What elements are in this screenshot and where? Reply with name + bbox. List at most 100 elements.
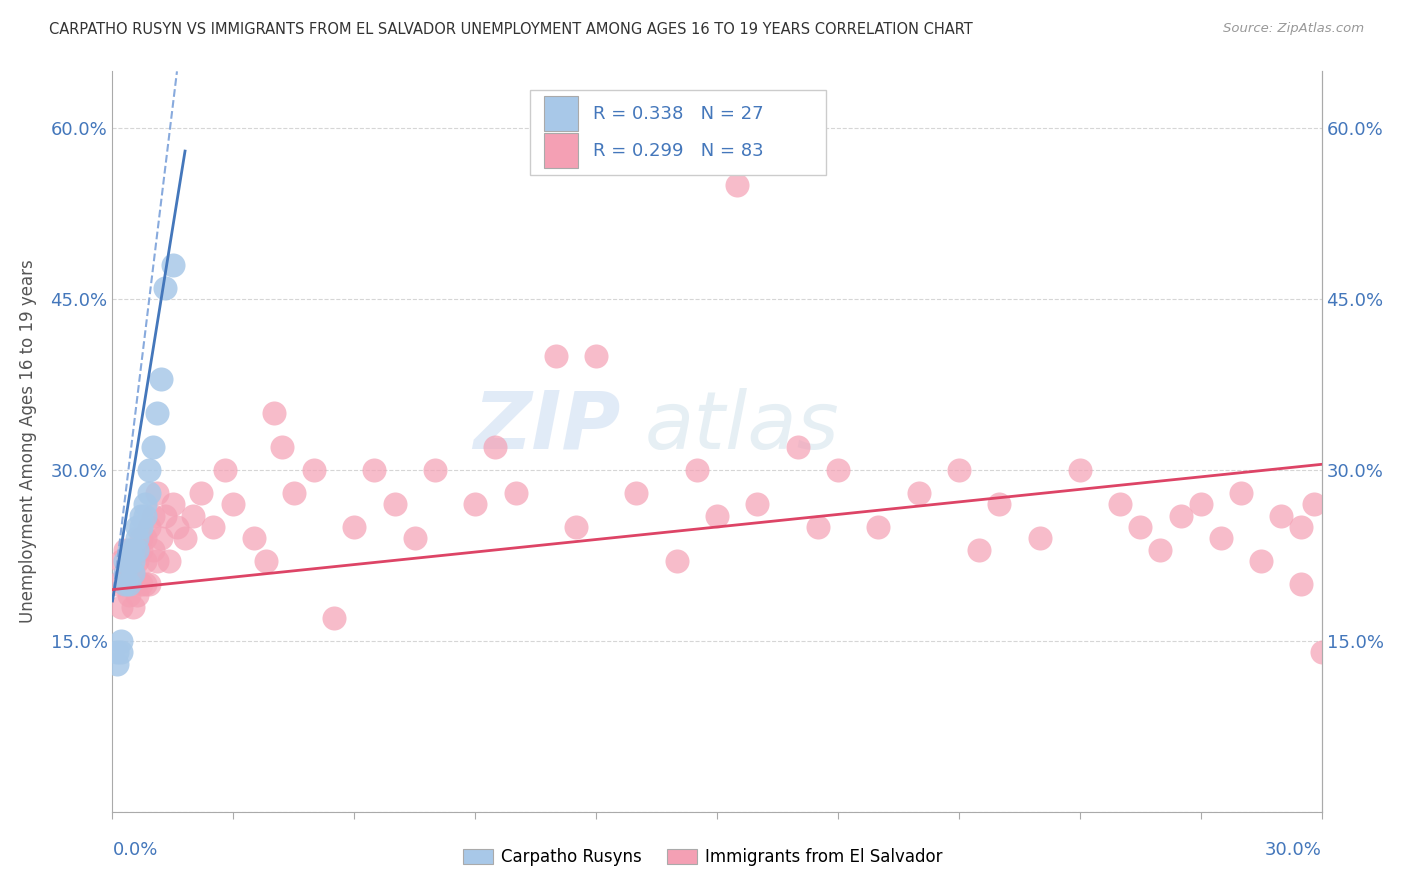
Point xyxy=(868,520,890,534)
FancyBboxPatch shape xyxy=(530,90,825,175)
Point xyxy=(283,485,305,500)
Point xyxy=(270,440,292,454)
Point xyxy=(110,554,132,568)
Point xyxy=(1270,508,1292,523)
Point xyxy=(114,577,136,591)
Point xyxy=(121,542,143,557)
Point xyxy=(146,554,169,568)
Point xyxy=(747,497,769,511)
Point xyxy=(242,532,264,546)
Point xyxy=(129,542,152,557)
Point xyxy=(142,508,165,523)
Point xyxy=(1028,532,1050,546)
Point xyxy=(134,532,156,546)
Point xyxy=(138,463,160,477)
Text: atlas: atlas xyxy=(644,388,839,466)
Point xyxy=(585,349,607,363)
Point xyxy=(544,349,567,363)
Point xyxy=(114,577,136,591)
Point xyxy=(1291,520,1313,534)
Point xyxy=(146,406,169,420)
Point xyxy=(181,508,204,523)
Point xyxy=(1189,497,1212,511)
FancyBboxPatch shape xyxy=(544,133,578,169)
Point xyxy=(149,372,172,386)
Point xyxy=(1109,497,1132,511)
Point xyxy=(149,532,172,546)
Point xyxy=(404,532,426,546)
Point xyxy=(125,532,148,546)
Point xyxy=(967,542,990,557)
Point xyxy=(1129,520,1152,534)
Point xyxy=(565,520,588,534)
Point xyxy=(117,554,139,568)
Point xyxy=(384,497,406,511)
Point xyxy=(117,554,139,568)
Point xyxy=(907,485,929,500)
Point xyxy=(110,645,132,659)
Point xyxy=(153,508,176,523)
Point xyxy=(254,554,277,568)
Text: R = 0.338   N = 27: R = 0.338 N = 27 xyxy=(592,104,763,122)
Point xyxy=(105,657,128,671)
Point xyxy=(121,566,143,580)
Point xyxy=(105,645,128,659)
Point xyxy=(302,463,325,477)
Point xyxy=(988,497,1011,511)
Point xyxy=(114,566,136,580)
Point xyxy=(110,633,132,648)
Point xyxy=(827,463,849,477)
Point xyxy=(214,463,236,477)
Point xyxy=(121,566,143,580)
Point xyxy=(263,406,285,420)
Point xyxy=(125,542,148,557)
Point xyxy=(114,554,136,568)
Point xyxy=(117,577,139,591)
Point xyxy=(1302,497,1324,511)
Point xyxy=(153,281,176,295)
Point xyxy=(110,599,132,614)
Point xyxy=(134,497,156,511)
Point xyxy=(190,485,212,500)
Point xyxy=(1291,577,1313,591)
Point xyxy=(222,497,245,511)
Point xyxy=(786,440,808,454)
Point xyxy=(125,588,148,602)
Point xyxy=(114,566,136,580)
Point xyxy=(626,485,648,500)
Point xyxy=(665,554,688,568)
Point xyxy=(134,577,156,591)
Point xyxy=(1069,463,1091,477)
Point xyxy=(138,485,160,500)
Point xyxy=(105,577,128,591)
Point xyxy=(129,532,152,546)
Point xyxy=(363,463,385,477)
Text: 0.0%: 0.0% xyxy=(112,841,157,859)
Point xyxy=(134,508,156,523)
Point xyxy=(1209,532,1232,546)
Point xyxy=(1149,542,1171,557)
Point xyxy=(1170,508,1192,523)
Point xyxy=(725,178,748,193)
Point xyxy=(1250,554,1272,568)
Point xyxy=(138,577,160,591)
Point xyxy=(138,520,160,534)
Point xyxy=(129,577,152,591)
Point xyxy=(142,542,165,557)
Point xyxy=(117,542,139,557)
Point xyxy=(117,588,139,602)
Point xyxy=(423,463,446,477)
FancyBboxPatch shape xyxy=(544,95,578,131)
Y-axis label: Unemployment Among Ages 16 to 19 years: Unemployment Among Ages 16 to 19 years xyxy=(18,260,37,624)
Text: R = 0.299   N = 83: R = 0.299 N = 83 xyxy=(592,142,763,160)
Text: ZIP: ZIP xyxy=(472,388,620,466)
Text: CARPATHO RUSYN VS IMMIGRANTS FROM EL SALVADOR UNEMPLOYMENT AMONG AGES 16 TO 19 Y: CARPATHO RUSYN VS IMMIGRANTS FROM EL SAL… xyxy=(49,22,973,37)
Point xyxy=(146,485,169,500)
Point xyxy=(129,508,152,523)
Point xyxy=(686,463,709,477)
Point xyxy=(162,497,184,511)
Text: 30.0%: 30.0% xyxy=(1265,841,1322,859)
Point xyxy=(125,554,148,568)
Point xyxy=(343,520,366,534)
Point xyxy=(1230,485,1253,500)
